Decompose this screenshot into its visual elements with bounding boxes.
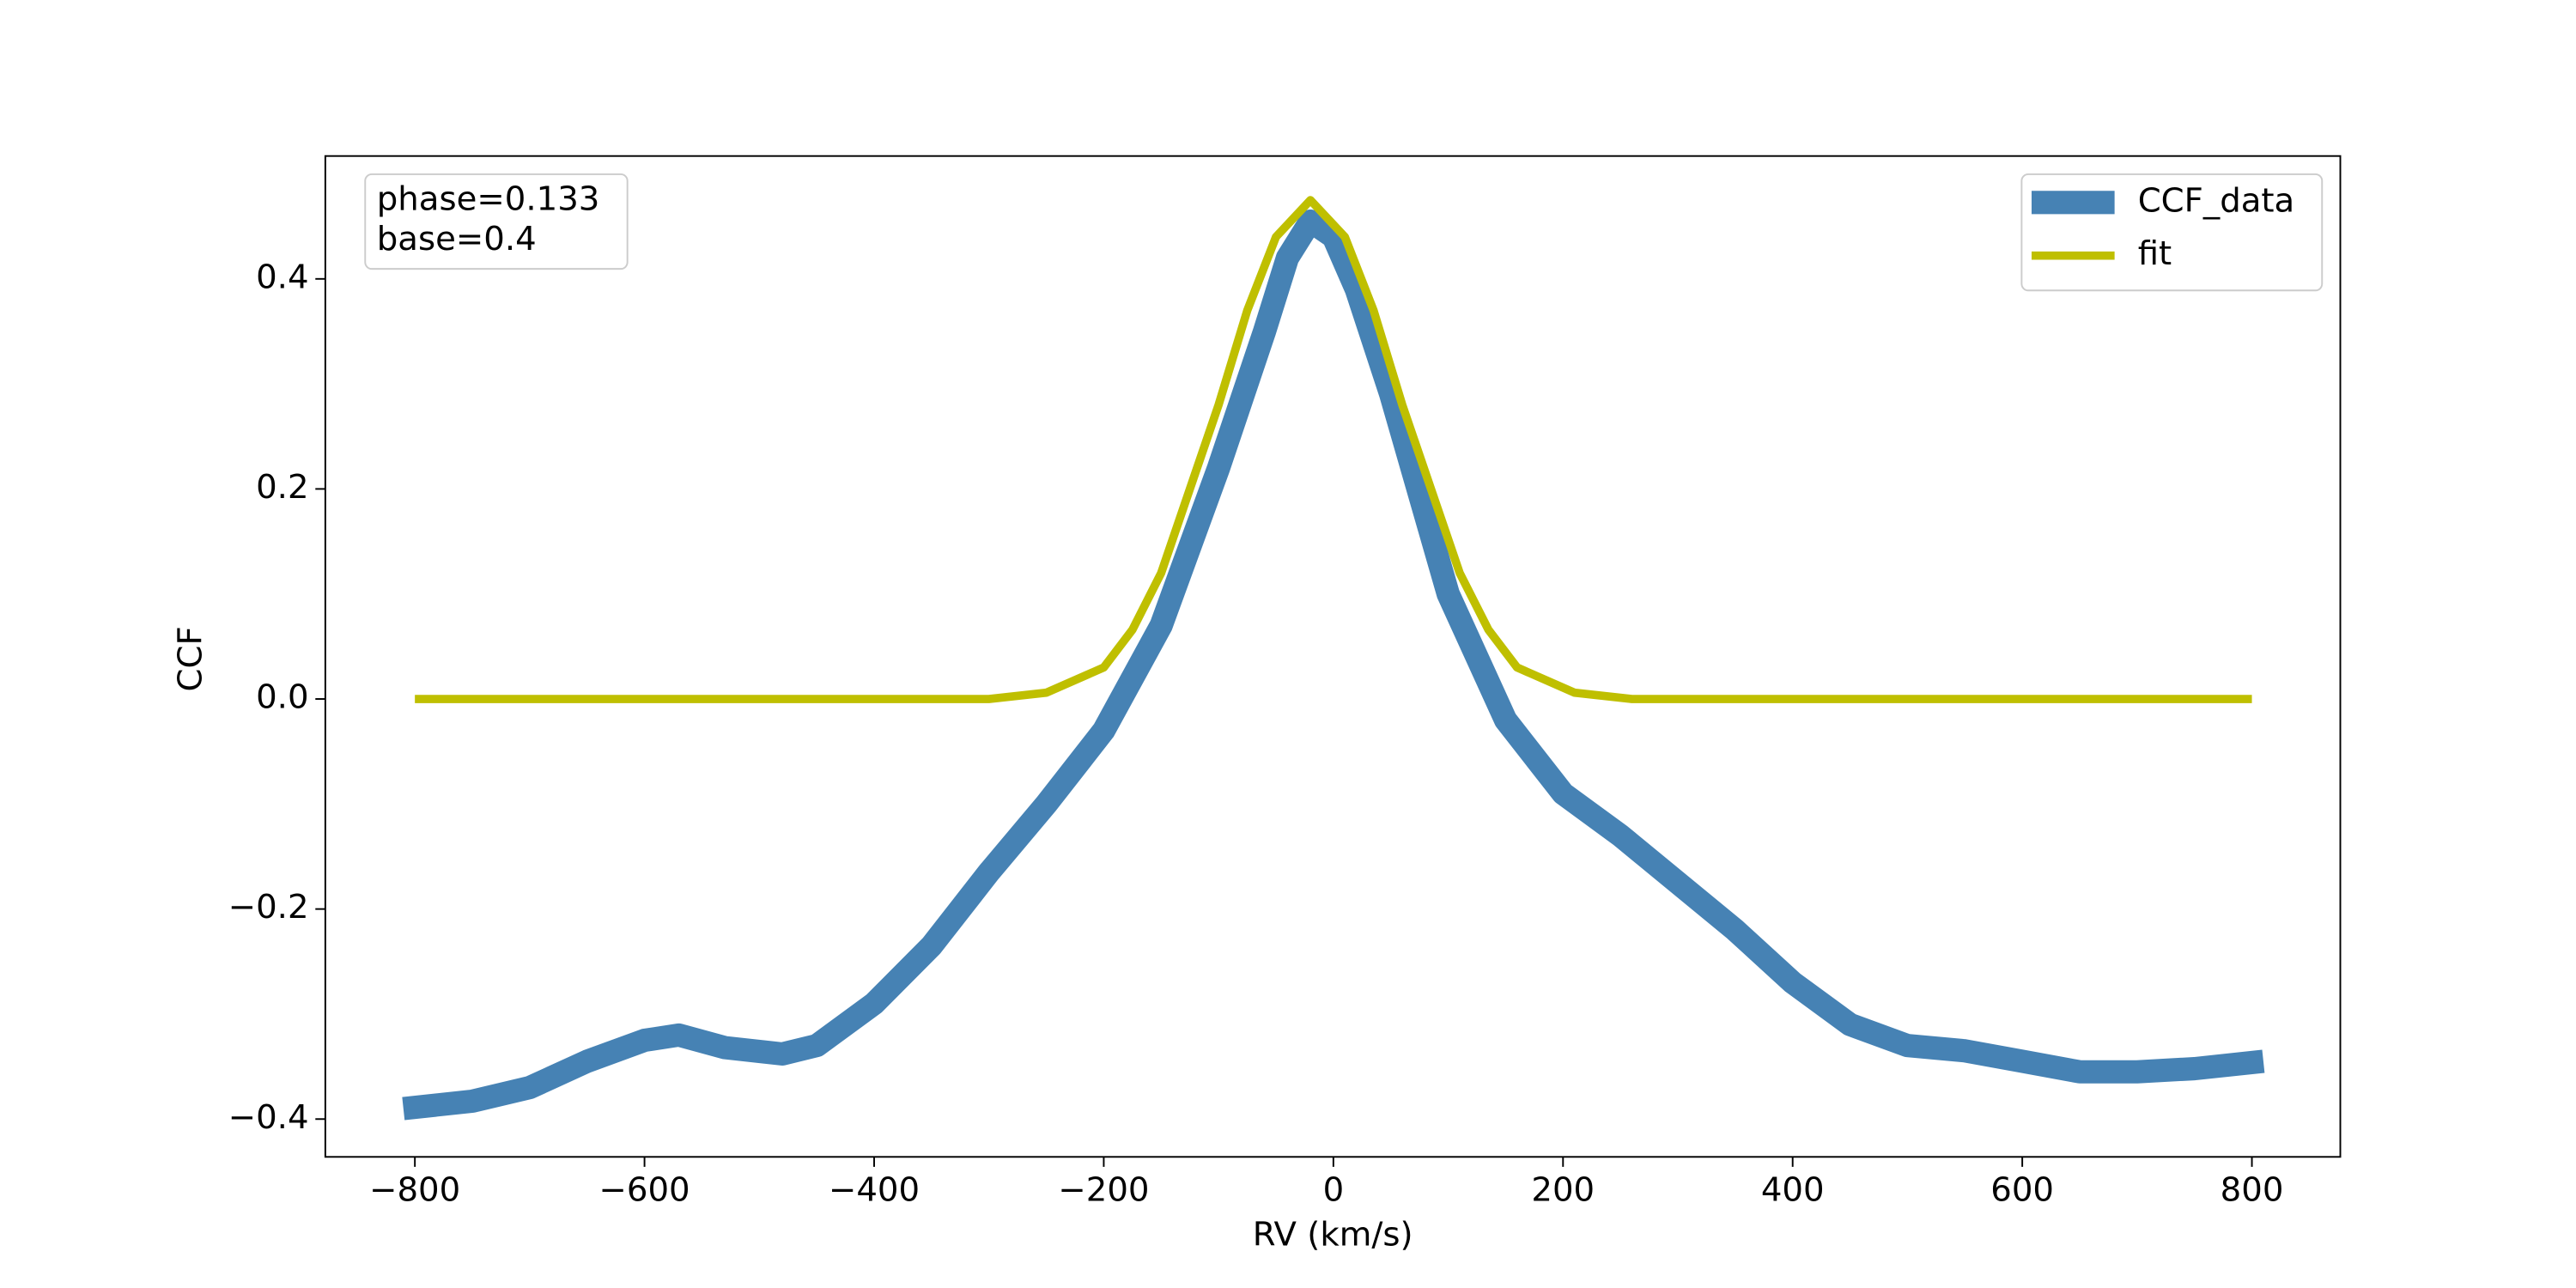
x-tick-label: 600 [1990,1170,2054,1209]
x-tick-label: 200 [1531,1170,1595,1209]
line-series [415,196,2252,703]
x-axis-label: RV (km/s) [1253,1216,1413,1255]
y-tick-label: 0.4 [256,258,308,296]
legend-label: CCF_data [2138,181,2295,220]
line-series [402,210,2265,1121]
y-tick-label: −0.2 [228,888,309,927]
annotation: base=0.4 [377,220,537,258]
y-tick-label: 0.0 [256,678,308,717]
annotation: phase=0.133 [377,179,600,218]
y-tick-label: 0.2 [256,468,308,507]
annotation-box [364,173,629,270]
x-tick-label: −800 [369,1170,460,1209]
x-tick-label: 800 [2221,1170,2284,1209]
x-tick-label: −400 [829,1170,920,1209]
y-axis-label: CCF [172,626,210,691]
x-tick-label: 400 [1761,1170,1825,1209]
legend-label: fit [2138,234,2172,273]
x-tick-label: −200 [1058,1170,1149,1209]
x-tick-label: 0 [1323,1170,1345,1209]
x-tick-label: −600 [599,1170,690,1209]
y-tick-label: −0.4 [228,1098,309,1137]
plot-frame [324,155,2342,1158]
